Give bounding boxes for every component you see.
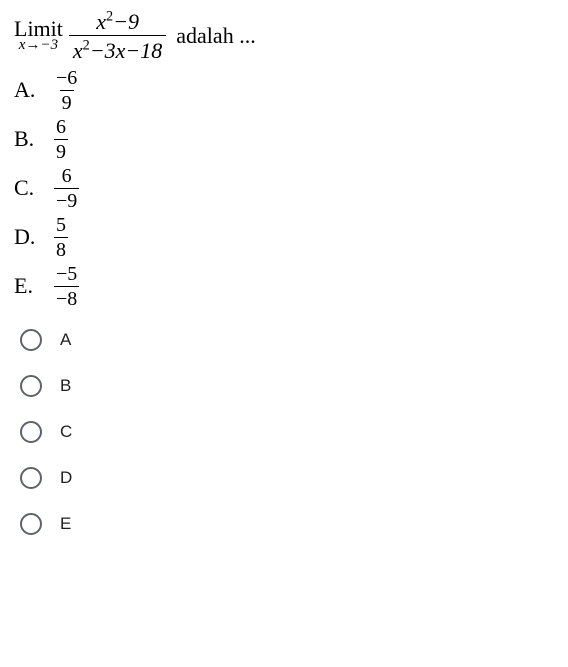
option-fraction: −6 9 (54, 68, 79, 113)
question-tail: adalah ... (176, 23, 255, 49)
radio-label: B (60, 376, 71, 396)
option-b: B. 6 9 (14, 117, 554, 162)
fraction-denominator: x2−3x−18 (73, 38, 162, 63)
option-e: E. −5 −8 (14, 264, 554, 309)
limit-block: Limit x→−3 (14, 18, 63, 53)
radio-option-e[interactable]: E (14, 501, 554, 547)
question-line: Limit x→−3 x2−9 x2−3x−18 adalah ... (14, 10, 554, 62)
option-letter: D. (14, 224, 54, 250)
radio-label: C (60, 422, 72, 442)
radio-label: E (60, 514, 71, 534)
radio-option-d[interactable]: D (14, 455, 554, 501)
radio-option-c[interactable]: C (14, 409, 554, 455)
option-letter: E. (14, 273, 54, 299)
option-c: C. 6 −9 (14, 166, 554, 211)
answer-options: A. −6 9 B. 6 9 C. 6 −9 D. 5 8 E. −5 −8 (14, 68, 554, 309)
fraction-numerator: x2−9 (96, 9, 139, 34)
radio-circle-icon (20, 421, 42, 443)
radio-group: A B C D E (14, 317, 554, 547)
option-fraction: 6 −9 (54, 166, 79, 211)
option-letter: A. (14, 77, 54, 103)
option-fraction: −5 −8 (54, 264, 79, 309)
option-fraction: 5 8 (54, 215, 68, 260)
radio-circle-icon (20, 467, 42, 489)
radio-option-a[interactable]: A (14, 317, 554, 363)
question-fraction: x2−9 x2−3x−18 (69, 10, 166, 62)
option-letter: B. (14, 126, 54, 152)
radio-circle-icon (20, 513, 42, 535)
radio-circle-icon (20, 375, 42, 397)
option-letter: C. (14, 175, 54, 201)
radio-option-b[interactable]: B (14, 363, 554, 409)
radio-circle-icon (20, 329, 42, 351)
limit-subscript: x→−3 (19, 38, 58, 53)
radio-label: A (60, 330, 71, 350)
option-d: D. 5 8 (14, 215, 554, 260)
option-fraction: 6 9 (54, 117, 68, 162)
radio-label: D (60, 468, 72, 488)
option-a: A. −6 9 (14, 68, 554, 113)
